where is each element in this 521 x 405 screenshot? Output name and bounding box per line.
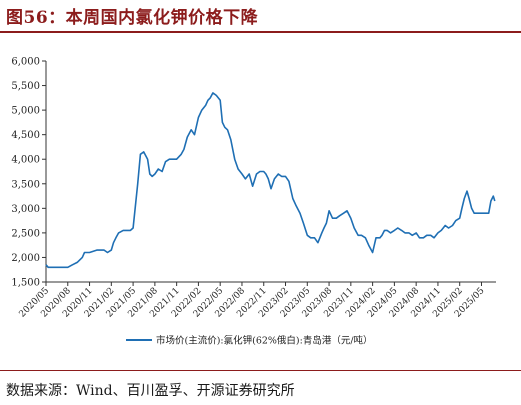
y-tick-label: 6,000 xyxy=(11,57,40,68)
y-tick-label: 2,000 xyxy=(11,253,40,264)
y-tick-label: 1,500 xyxy=(11,278,40,289)
legend-label: 市场价(主流价):氯化钾(62%俄白):青岛港（元/吨） xyxy=(156,335,373,347)
y-tick-label: 4,000 xyxy=(11,155,40,166)
y-tick-label: 5,500 xyxy=(11,81,40,92)
source-note: 数据来源：Wind、百川盈孚、开源证券研究所 xyxy=(6,383,295,399)
footer-rule xyxy=(0,370,521,371)
plot-area xyxy=(45,92,496,269)
y-tick-label: 4,500 xyxy=(11,130,40,141)
y-tick-label: 3,000 xyxy=(11,204,40,215)
series-line xyxy=(45,92,496,269)
title-rule xyxy=(0,31,521,33)
figure-title: 图56：本周国内氯化钾价格下降 xyxy=(6,8,259,28)
y-axis: 1,500 2,000 2,500 3,000 3,500 4,000 4,500 5,000… xyxy=(11,57,47,289)
y-tick-label: 3,500 xyxy=(11,179,40,190)
y-tick-label: 2,500 xyxy=(11,228,40,239)
x-axis: 2020/052020/082020/112021/022021/052021/… xyxy=(18,281,496,320)
legend: 市场价(主流价):氯化钾(62%俄白):青岛港（元/吨） xyxy=(126,335,373,347)
y-tick-label: 5,000 xyxy=(11,106,40,117)
price-line-chart: 1,500 2,000 2,500 3,000 3,500 4,000 4,500 5,000… xyxy=(11,57,496,347)
